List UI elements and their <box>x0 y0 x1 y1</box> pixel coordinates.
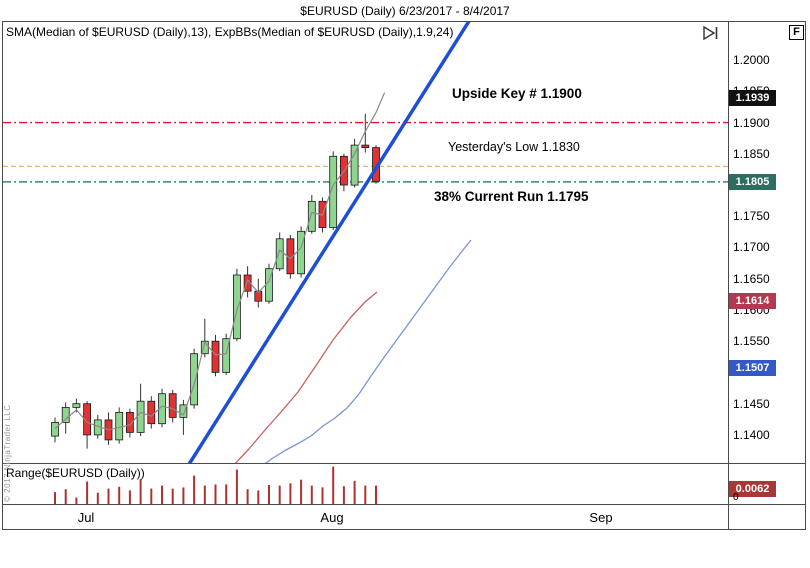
price-tick-label: 1.1450 <box>733 396 770 411</box>
candle-body <box>297 230 306 275</box>
fixed-scale-button[interactable]: F <box>789 25 804 40</box>
candle-body <box>361 144 370 148</box>
lower-band-red-line <box>234 291 378 463</box>
window-title: $EURUSD (Daily) 6/23/2017 - 8/4/2017 <box>300 4 510 18</box>
candle-body <box>232 274 241 340</box>
time-axis-label: Aug <box>320 510 344 525</box>
go-to-end-glyph <box>703 25 718 41</box>
candle-body <box>211 340 220 373</box>
range-value-badge: 0.0062 <box>729 481 776 497</box>
candle-body <box>168 393 177 418</box>
lower-band-blue-line <box>264 239 472 463</box>
candle-body <box>115 411 124 441</box>
price-tick-label: 1.1700 <box>733 240 770 255</box>
price-tick-label: 1.1550 <box>733 334 770 349</box>
axis-divider <box>728 21 729 530</box>
panel-divider <box>2 463 806 464</box>
candle-body <box>126 411 134 433</box>
price-tick-label: 1.1400 <box>733 427 770 442</box>
price-tick-label: 1.1650 <box>733 271 770 286</box>
candle-body <box>350 144 359 186</box>
candle-body <box>222 338 231 373</box>
candle-body <box>275 238 284 270</box>
price-badge: 1.1805 <box>729 173 776 190</box>
candle-body <box>307 200 316 232</box>
time-axis-label: Jul <box>77 510 95 525</box>
price-badge: 1.1939 <box>729 90 776 107</box>
sma-line <box>54 92 386 431</box>
price-tick-label: 1.1750 <box>733 209 770 224</box>
annotation-upside-key: Upside Key # 1.1900 <box>452 86 582 101</box>
time-axis-label: Sep <box>589 510 613 525</box>
candle-body <box>136 400 145 433</box>
candle-body <box>51 421 59 437</box>
chart-frame-border <box>2 21 806 530</box>
candle-body <box>61 406 70 423</box>
go-to-end-icon[interactable] <box>703 25 721 41</box>
indicator-label: SMA(Median of $EURUSD (Daily),13), ExpBB… <box>6 25 454 39</box>
chart-canvas[interactable] <box>3 22 728 463</box>
annotation-yesterdays-low: Yesterday's Low 1.1830 <box>448 140 580 154</box>
candle-body <box>243 274 252 292</box>
time-axis-divider <box>2 504 806 505</box>
candle-body <box>254 290 263 302</box>
price-badge: 1.1507 <box>729 360 776 377</box>
price-tick-label: 1.1900 <box>733 115 770 130</box>
candle-body <box>83 403 91 436</box>
candle-body <box>329 155 338 228</box>
range-canvas[interactable] <box>3 464 728 504</box>
annotation-current-run: 38% Current Run 1.1795 <box>434 189 589 204</box>
trend-line[interactable] <box>186 22 471 463</box>
range-indicator-label: Range($EURUSD (Daily)) <box>6 466 145 480</box>
range-axis-zero-label: 0 <box>733 492 739 503</box>
candle-body <box>179 404 188 418</box>
candle-body <box>147 400 156 425</box>
price-badge: 1.1614 <box>729 293 776 310</box>
price-tick-label: 1.1850 <box>733 146 770 161</box>
candlestick-chart <box>3 22 728 463</box>
candle-body <box>200 340 209 355</box>
candle-body <box>190 353 199 406</box>
price-tick-label: 1.2000 <box>733 53 770 68</box>
candle-body <box>72 403 81 408</box>
range-histogram <box>54 466 377 504</box>
